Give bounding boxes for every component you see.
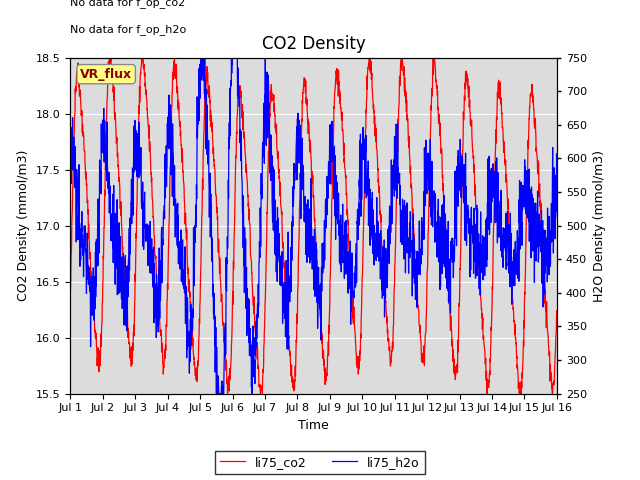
- X-axis label: Time: Time: [298, 419, 329, 432]
- li75_h2o: [553, 188, 561, 193]
- li75_co2: [450, 369, 458, 375]
- li75_co2: [539, 252, 547, 258]
- li75_co2: [553, 308, 561, 313]
- Text: No data for f_op_co2: No data for f_op_co2: [70, 0, 186, 8]
- li75_h2o: [197, 55, 205, 60]
- li75_h2o: [539, 257, 547, 263]
- li75_co2: [106, 55, 113, 60]
- li75_co2: [92, 330, 99, 336]
- li75_h2o: [212, 391, 220, 396]
- li75_h2o: [450, 258, 458, 264]
- li75_h2o: [67, 159, 74, 165]
- li75_h2o: [540, 304, 547, 310]
- li75_h2o: [291, 169, 298, 175]
- li75_co2: [540, 261, 547, 267]
- Y-axis label: H2O Density (mmol/m3): H2O Density (mmol/m3): [593, 150, 605, 301]
- Text: No data for f_op_h2o: No data for f_op_h2o: [70, 24, 187, 35]
- Title: CO2 Density: CO2 Density: [262, 35, 365, 53]
- Line: li75_h2o: li75_h2o: [70, 58, 557, 394]
- li75_co2: [224, 391, 232, 396]
- Legend: li75_co2, li75_h2o: li75_co2, li75_h2o: [215, 451, 425, 474]
- Line: li75_co2: li75_co2: [70, 58, 557, 394]
- li75_co2: [67, 289, 74, 295]
- li75_co2: [291, 386, 298, 392]
- Y-axis label: CO2 Density (mmol/m3): CO2 Density (mmol/m3): [17, 150, 30, 301]
- li75_co2: [303, 110, 311, 116]
- li75_h2o: [303, 229, 311, 235]
- li75_h2o: [92, 281, 99, 287]
- Text: VR_flux: VR_flux: [80, 68, 132, 81]
